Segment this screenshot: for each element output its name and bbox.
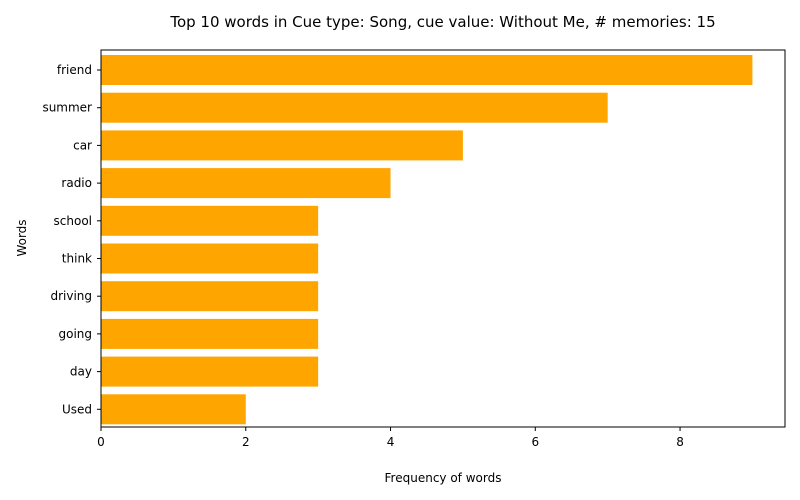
x-axis-label: Frequency of words	[385, 471, 502, 485]
x-tick-label-4: 4	[387, 435, 395, 449]
bar-think	[101, 243, 319, 274]
bar-summer	[101, 92, 608, 123]
y-tick-label-driving: driving	[50, 289, 92, 303]
y-tick-label-friend: friend	[57, 63, 92, 77]
y-tick-label-car: car	[73, 138, 92, 152]
y-tick-label-radio: radio	[61, 176, 92, 190]
chart-title: Top 10 words in Cue type: Song, cue valu…	[169, 13, 715, 31]
x-tick-label-2: 2	[242, 435, 250, 449]
y-tick-label-summer: summer	[42, 101, 92, 115]
plot-frame	[100, 49, 786, 428]
bars-group	[101, 55, 753, 425]
y-tick-label-going: going	[58, 327, 92, 341]
x-tick-label-6: 6	[531, 435, 539, 449]
bar-used	[101, 394, 246, 425]
y-tick-label-day: day	[70, 365, 92, 379]
bar-driving	[101, 281, 319, 312]
bar-going	[101, 318, 319, 349]
x-ticks-group: 0 2 4 6 8	[97, 427, 684, 449]
bar-school	[101, 205, 319, 236]
bar-day	[101, 356, 319, 387]
y-tick-label-used: Used	[62, 402, 92, 416]
x-tick-label-0: 0	[97, 435, 105, 449]
bar-car	[101, 130, 463, 161]
bar-friend	[101, 55, 753, 85]
y-ticks-group: friend summer car radio school think driving go…	[42, 63, 101, 416]
x-tick-label-8: 8	[676, 435, 684, 449]
y-axis-label: Words	[15, 219, 29, 256]
y-tick-label-think: think	[62, 252, 92, 266]
bar-radio	[101, 168, 391, 199]
y-tick-label-school: school	[54, 214, 92, 228]
